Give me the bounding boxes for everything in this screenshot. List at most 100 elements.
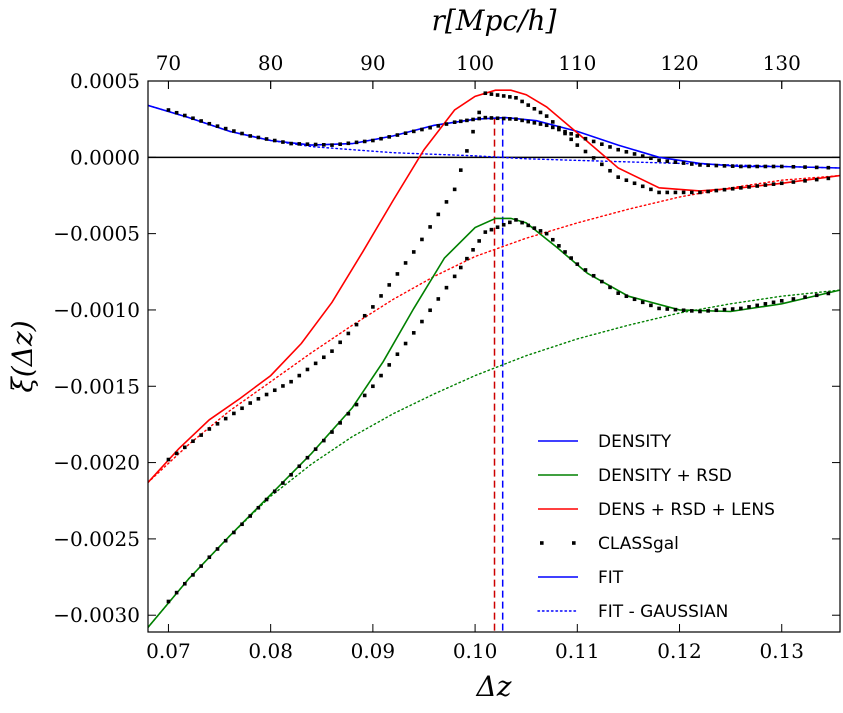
classgal-point-lens bbox=[436, 212, 441, 217]
classgal-point-density bbox=[330, 143, 334, 147]
classgal-point-lens bbox=[575, 143, 580, 147]
classgal-point-lens bbox=[722, 187, 727, 192]
classgal-point-rsd bbox=[444, 285, 449, 290]
classgal-point-rsd bbox=[575, 262, 580, 266]
classgal-point-rsd bbox=[763, 302, 768, 306]
classgal-point-density bbox=[665, 159, 670, 164]
classgal-point-rsd bbox=[458, 265, 463, 270]
classgal-point-lens bbox=[689, 190, 694, 195]
classgal-point-rsd bbox=[471, 248, 475, 252]
classgal-point-lens bbox=[698, 190, 702, 195]
classgal-point-lens bbox=[706, 189, 710, 194]
x-tick-label: 0.08 bbox=[248, 639, 293, 663]
classgal-point-lens bbox=[240, 406, 244, 411]
classgal-point-density bbox=[354, 140, 359, 145]
legend-label: DENSITY bbox=[598, 432, 672, 452]
classgal-point-density bbox=[544, 123, 549, 128]
classgal-point-lens bbox=[444, 200, 449, 204]
classgal-point-density bbox=[272, 138, 277, 143]
classgal-point-lens bbox=[657, 190, 661, 195]
classgal-point-density bbox=[755, 164, 760, 169]
classgal-point-rsd bbox=[330, 430, 334, 434]
classgal-point-density bbox=[681, 161, 686, 165]
classgal-point-rsd bbox=[640, 300, 645, 305]
classgal-point-rsd bbox=[714, 308, 719, 313]
classgal-point-rsd bbox=[600, 279, 604, 284]
classgal-point-lens bbox=[591, 156, 596, 160]
classgal-point-lens bbox=[514, 95, 518, 100]
legend-label: FIT - GAUSSIAN bbox=[598, 602, 728, 622]
classgal-point-density bbox=[305, 142, 310, 146]
classgal-point-density bbox=[698, 163, 702, 167]
classgal-point-rsd bbox=[591, 273, 596, 278]
classgal-point-rsd bbox=[657, 306, 661, 311]
classgal-point-rsd bbox=[362, 393, 367, 398]
classgal-point-density bbox=[722, 164, 727, 168]
classgal-point-lens bbox=[354, 322, 359, 327]
y-tick-label: −0.0025 bbox=[53, 527, 140, 551]
classgal-point-lens bbox=[563, 131, 567, 136]
classgal-point-density bbox=[814, 165, 819, 170]
classgal-point-density bbox=[747, 164, 751, 169]
classgal-point-lens bbox=[681, 190, 686, 195]
classgal-point-density bbox=[569, 132, 573, 136]
classgal-point-lens bbox=[489, 92, 494, 96]
classgal-point-lens bbox=[232, 411, 236, 416]
classgal-point-density bbox=[763, 164, 768, 169]
classgal-point-density bbox=[444, 122, 449, 126]
classgal-point-lens bbox=[624, 178, 629, 183]
classgal-point-density bbox=[436, 124, 441, 128]
classgal-point-lens bbox=[714, 188, 719, 193]
x-tick-label: 0.12 bbox=[657, 639, 702, 663]
classgal-point-lens bbox=[730, 186, 735, 191]
classgal-point-rsd bbox=[387, 363, 392, 367]
classgal-point-density bbox=[632, 152, 637, 156]
classgal-point-rsd bbox=[569, 256, 573, 260]
classgal-point-rsd bbox=[354, 402, 359, 407]
x-tick-label: 0.07 bbox=[146, 639, 191, 663]
curve-lens bbox=[148, 89, 840, 483]
classgal-point-density bbox=[395, 133, 400, 137]
classgal-point-rsd bbox=[256, 505, 261, 510]
classgal-point-rsd bbox=[240, 522, 244, 527]
classgal-point-lens bbox=[755, 184, 760, 188]
classgal-point-lens bbox=[477, 110, 481, 115]
classgal-point-rsd bbox=[483, 230, 488, 234]
top-axis-tick-label: 120 bbox=[660, 51, 698, 75]
classgal-point-lens bbox=[803, 179, 807, 183]
classgal-point-density bbox=[313, 142, 318, 147]
classgal-point-rsd bbox=[747, 305, 751, 309]
classgal-point-lens bbox=[747, 185, 751, 189]
curve-rsd bbox=[148, 217, 840, 628]
classgal-point-rsd bbox=[313, 447, 318, 451]
classgal-point-density bbox=[379, 136, 383, 141]
classgal-point-density bbox=[371, 138, 375, 143]
classgal-point-lens bbox=[814, 177, 819, 182]
classgal-point-rsd bbox=[649, 303, 653, 308]
classgal-point-density bbox=[338, 142, 342, 146]
classgal-point-rsd bbox=[465, 256, 469, 261]
classgal-point-density bbox=[191, 116, 195, 121]
classgal-point-rsd bbox=[538, 229, 543, 233]
classgal-point-lens bbox=[791, 180, 796, 184]
classgal-point-density bbox=[289, 141, 293, 146]
legend-swatch-dot bbox=[540, 541, 544, 545]
classgal-point-rsd bbox=[489, 227, 494, 232]
classgal-point-lens bbox=[495, 93, 500, 97]
classgal-point-rsd bbox=[501, 222, 506, 227]
classgal-point-density bbox=[174, 110, 179, 115]
classgal-point-rsd bbox=[248, 514, 253, 518]
classgal-point-density bbox=[803, 165, 807, 169]
classgal-point-lens bbox=[520, 99, 524, 104]
classgal-point-lens bbox=[191, 439, 195, 444]
classgal-point-lens bbox=[673, 190, 678, 195]
classgal-point-lens bbox=[379, 294, 383, 298]
y-tick-label: −0.0005 bbox=[53, 222, 140, 246]
classgal-point-rsd bbox=[563, 250, 567, 254]
classgal-point-rsd bbox=[803, 295, 807, 299]
top-axis-tick-label: 100 bbox=[456, 51, 494, 75]
classgal-point-rsd bbox=[411, 331, 416, 335]
classgal-point-density bbox=[673, 160, 678, 164]
classgal-point-density bbox=[624, 150, 629, 154]
classgal-point-rsd bbox=[706, 309, 710, 313]
